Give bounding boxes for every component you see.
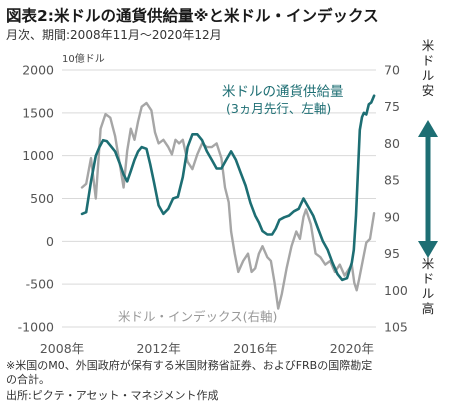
dollar-strong-label: 米ドル高 — [422, 256, 435, 316]
arrow-down-icon — [418, 241, 438, 258]
x-axis-ticks: 2008年 2012年 2016年 2020年 — [40, 341, 374, 356]
series-line-money-supply — [80, 94, 376, 282]
footnote-source: 出所:ピクテ・アセット・マネジメント作成 — [6, 389, 219, 402]
left-tick-label: -500 — [26, 277, 54, 292]
x-tick-label: 2008年 — [40, 341, 84, 356]
left-tick-label: 0 — [46, 234, 54, 249]
annotations: 米ドルの通貨供給量(3ヵ月先行、左軸) 米ドル・インデックス(右軸) 米ドル安米ドル… — [118, 38, 438, 324]
dollar-weak-label: 米ドル安 — [422, 38, 435, 98]
left-axis-unit: 10億ドル — [62, 52, 105, 65]
left-tick-label: 500 — [30, 191, 54, 206]
right-tick-label: 90 — [384, 209, 400, 224]
chart-subtitle: 月次、期間:2008年11月～2020年12月 — [6, 28, 222, 42]
left-axis-ticks: 2000 1500 1000 500 0 -500 -1000 10億ドル — [18, 52, 105, 335]
left-tick-label: 1500 — [22, 105, 54, 120]
left-tick-label: -1000 — [18, 320, 54, 335]
series-line-dollar-index — [80, 101, 376, 310]
footnote-note-2: の合計。 — [6, 373, 50, 386]
chart-title: 図表2:米ドルの通貨供給量※と米ドル・インデックス — [6, 7, 379, 25]
right-tick-label: 70 — [384, 63, 400, 78]
right-tick-label: 75 — [384, 99, 400, 114]
legend-money-supply-sub: (3ヵ月先行、左軸) — [226, 101, 331, 116]
x-tick-label: 2020年 — [330, 341, 374, 356]
right-tick-label: 85 — [384, 173, 400, 188]
series-lines — [80, 94, 376, 310]
right-tick-label: 95 — [384, 246, 400, 261]
legend-money-supply: 米ドルの通貨供給量 — [222, 83, 344, 100]
footnote-note-1: ※米国のM0、外国政府が保有する米国財務省証券、およびFRBの国際勘定 — [6, 359, 373, 372]
gridlines — [62, 69, 376, 328]
arrow-up-icon — [418, 120, 438, 137]
left-tick-label: 1000 — [22, 148, 54, 163]
legend-dollar-index: 米ドル・インデックス(右軸) — [118, 309, 277, 324]
right-tick-label: 100 — [384, 283, 408, 298]
left-tick-label: 2000 — [22, 63, 54, 78]
right-tick-label: 105 — [384, 320, 408, 335]
right-axis-ticks: 70 75 80 85 90 95 100 105 — [384, 63, 408, 335]
right-tick-label: 80 — [384, 136, 400, 151]
x-tick-label: 2012年 — [136, 341, 180, 356]
x-tick-label: 2016年 — [233, 341, 277, 356]
